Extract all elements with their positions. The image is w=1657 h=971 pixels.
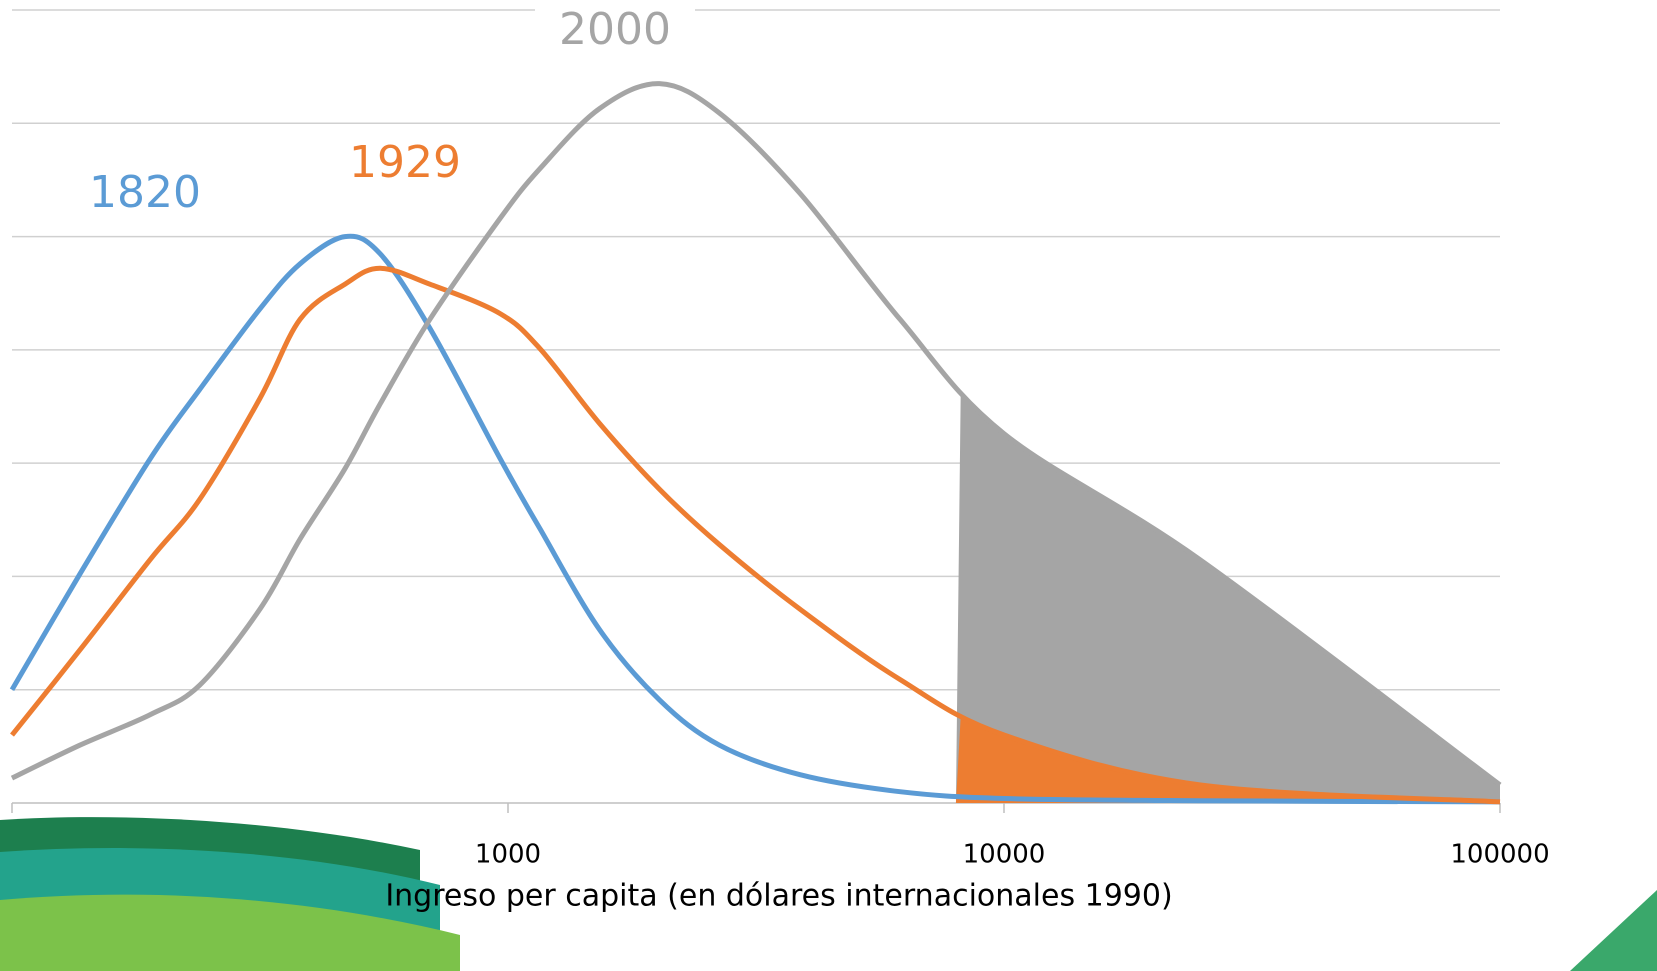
series-label: 1820 bbox=[89, 167, 201, 218]
x-tick-label: 1000 bbox=[475, 840, 541, 870]
shaded-area bbox=[956, 393, 1500, 803]
corner-deco bbox=[1570, 890, 1657, 971]
x-tick-label: 100000 bbox=[1450, 840, 1549, 870]
x-tick-label: 10000 bbox=[963, 840, 1046, 870]
x-axis-title: Ingreso per capita (en dólares internaci… bbox=[385, 879, 1172, 914]
chart: 100100010000100000182019292000 Ingreso p… bbox=[0, 0, 1657, 971]
series-label: 2000 bbox=[559, 4, 671, 55]
series-label: 1929 bbox=[349, 137, 461, 188]
